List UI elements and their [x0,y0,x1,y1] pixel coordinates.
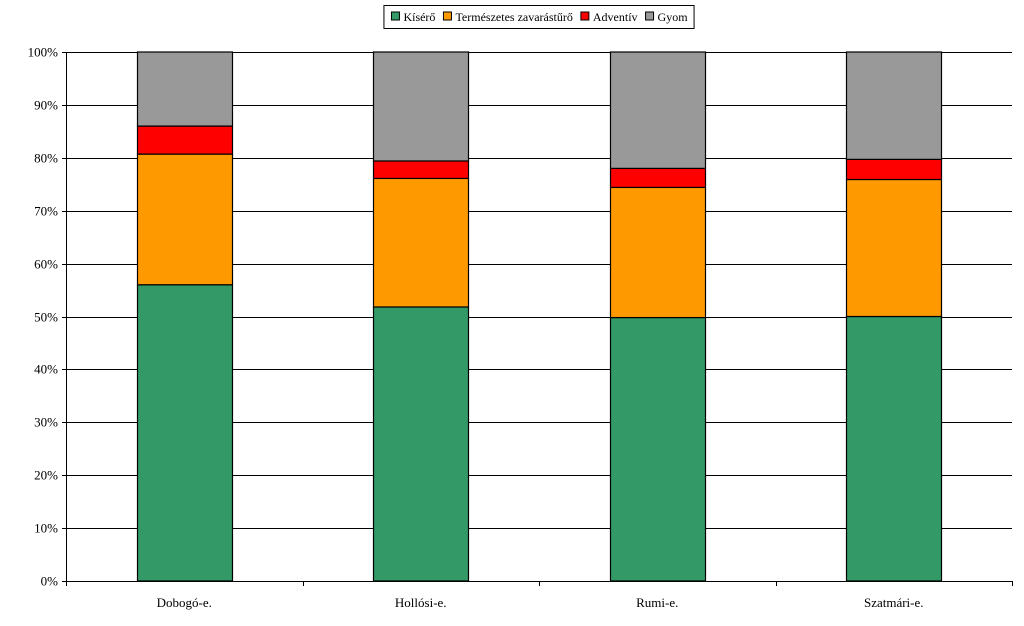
legend-label: Gyom [658,10,689,24]
bar-segment [136,125,234,155]
bar-segment [372,160,470,180]
bar-segment [845,158,943,181]
bars [136,51,943,582]
bar-segment [372,177,470,308]
y-tick-label: 0% [41,574,59,589]
y-tick-label: 50% [34,310,58,325]
legend-swatch [442,11,452,21]
y-tick-label: 10% [34,521,58,536]
x-tick-label: Hollósi-e. [395,595,447,610]
bar-segment [845,315,943,582]
x-tick-label: Dobogó-e. [157,595,212,610]
x-tick-label: Szatmári-e. [864,595,924,610]
bar-segment [845,178,943,318]
y-tick-label: 20% [34,468,58,483]
bar-segment [609,167,707,189]
legend-label: Kísérő [403,10,435,24]
bar-segment [136,51,234,127]
legend-box [383,5,695,29]
legend: Kísérő Természetes zavarástűrő Adventív Gyo… [383,5,695,29]
y-tick-label: 80% [34,151,58,166]
legend-label: Természetes zavarástűrő [455,10,572,24]
y-tick-label: 100% [28,45,59,60]
x-tick-label: Rumi-e. [636,595,678,610]
axes [66,52,1013,586]
bar-segment [609,316,707,582]
bar-segment [372,306,470,582]
y-tick-label: 40% [34,362,58,377]
y-tick-label: 90% [34,98,58,113]
y-tick-labels: 0% 10% 20% 30% 40% 50% 60% 70% 80% 90% 100% [28,45,59,589]
legend-swatch [580,11,590,21]
bar-segment [609,51,707,169]
bar-segment [609,186,707,319]
bar-segment [845,51,943,160]
legend-swatch [645,11,655,21]
legend-swatch [390,11,400,21]
bar-segment [136,284,234,582]
legend-label: Adventív [593,10,638,24]
y-tick-label: 70% [34,204,58,219]
bar-segment [136,153,234,286]
x-tick-labels: Dobogó-e. Hollósi-e. Rumi-e. Szatmári-e. [157,595,924,610]
y-tick-label: 60% [34,257,58,272]
bar-segment [372,51,470,162]
y-tick-label: 30% [34,415,58,430]
